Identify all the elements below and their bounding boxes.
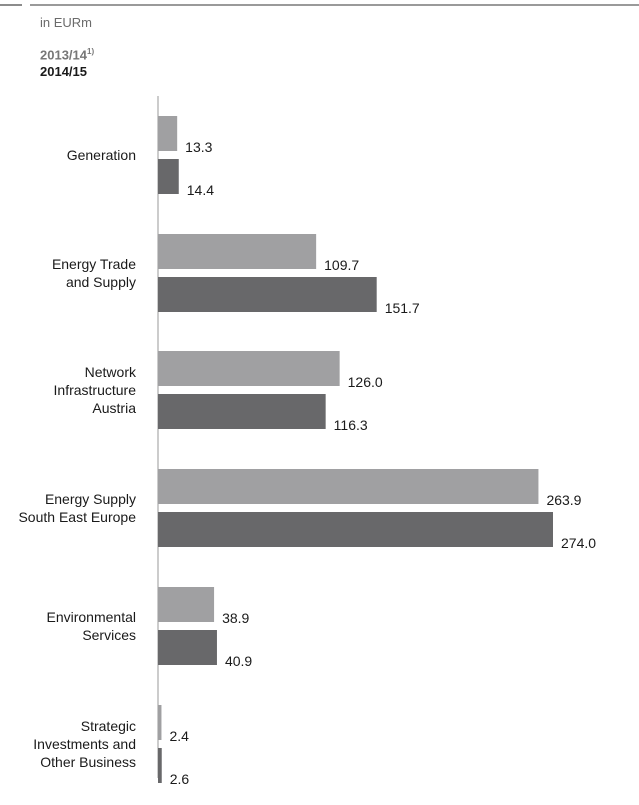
category-label-3-1: South East Europe: [18, 509, 136, 525]
value-label-curr-4: 40.9: [225, 653, 252, 669]
bar-prev-1: [158, 234, 317, 269]
category-label-4-1: Services: [82, 627, 136, 643]
bar-curr-4: [158, 630, 217, 665]
header-rule: [30, 4, 639, 6]
category-label-4-0: Environmental: [47, 609, 137, 625]
bar-curr-3: [158, 512, 553, 547]
category-label-2-1: Infrastructure: [54, 382, 137, 398]
category-label-5-2: Other Business: [40, 754, 136, 770]
value-label-curr-1: 151.7: [385, 300, 420, 316]
category-label-3-0: Energy Supply: [45, 491, 136, 507]
value-label-prev-3: 263.9: [546, 492, 581, 508]
category-label-2-0: Network: [85, 364, 137, 380]
value-label-prev-2: 126.0: [348, 374, 383, 390]
bar-curr-5: [158, 748, 162, 783]
value-label-curr-2: 116.3: [334, 417, 368, 433]
bar-curr-1: [158, 277, 377, 312]
category-label-5-1: Investments and: [33, 736, 136, 752]
unit-label: in EURm: [40, 15, 93, 30]
bar-curr-0: [158, 159, 179, 194]
bar-prev-3: [158, 469, 539, 504]
value-label-prev-1: 109.7: [324, 257, 359, 273]
bar-prev-4: [158, 587, 215, 622]
bar-prev-0: [158, 116, 178, 151]
bar-prev-2: [158, 351, 340, 386]
value-label-curr-5: 2.6: [170, 771, 190, 787]
category-label-0-0: Generation: [67, 147, 136, 163]
value-label-prev-5: 2.4: [169, 728, 189, 744]
category-label-5-0: Strategic: [81, 718, 136, 734]
bar-curr-2: [158, 394, 326, 429]
category-label-1-0: Energy Trade: [52, 256, 136, 272]
category-label-2-2: Austria: [92, 400, 136, 416]
value-label-prev-0: 13.3: [185, 139, 212, 155]
header-rule-short: [0, 4, 22, 6]
value-label-prev-4: 38.9: [222, 610, 249, 626]
legend-curr-year: 2014/15: [40, 64, 87, 79]
legend-prev-year-label: 2013/14: [40, 47, 87, 63]
category-label-1-1: and Supply: [66, 274, 136, 290]
value-label-curr-3: 274.0: [561, 535, 596, 551]
value-label-curr-0: 14.4: [187, 182, 214, 198]
legend-prev-year: 2013/141): [40, 47, 94, 62]
bar-prev-5: [158, 705, 162, 740]
legend-footnote-marker: 1): [87, 47, 95, 56]
